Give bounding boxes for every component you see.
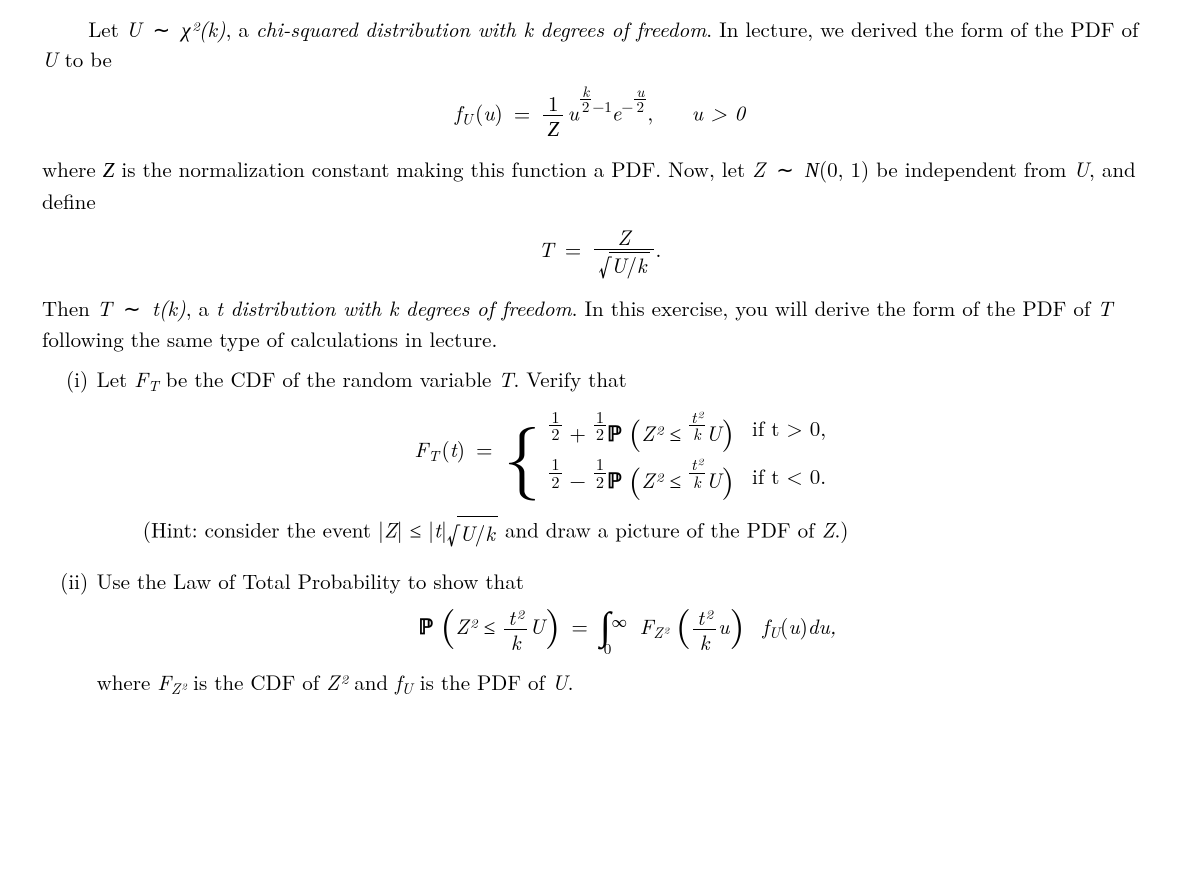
case-cond: if t < 0. [748,452,840,500]
text: following the same type of calculations … [42,324,497,354]
FT-sym: F [134,364,148,394]
text: where [97,667,158,697]
text: , a [226,14,256,44]
part-i: Let FT be the CDF of the random variable… [97,364,1158,552]
text: (Hint: consider the event [143,514,378,544]
neg: − [621,96,633,117]
text: where [42,154,103,184]
frac-k-2: k2 [580,85,592,115]
text: . In lecture, we derived the form of the… [706,14,1138,44]
frac-t2-k: t²k [693,606,716,653]
var-T: T [539,234,554,264]
text: is the normalization constant making thi… [114,154,752,184]
text: and draw a picture of the PDF of [498,514,822,544]
frac-Z-over-sqrtUk: Z √U/k [594,226,653,279]
text: is the CDF of [186,667,326,697]
text: and [347,667,395,697]
sqrt-Uk: √U/k [447,514,498,552]
chi2k: χ²(k) [181,14,225,44]
var-u: u [568,98,579,128]
text: Let [97,364,135,394]
cal-N: N [805,158,819,182]
text: . In this exercise, you will derive the … [572,293,1098,323]
para-Tdist: Then T ∼ t(k), a t distribution with k d… [42,293,1158,354]
frac-t2-k: t²k [504,606,527,653]
sym-tilde: ∼ [123,293,141,323]
eq-law-total-prob: ℙ (Z² ≤ t²kU) = ∫∞0 FZ² (t²ku) fU(u)du, [97,606,1158,653]
u-gt-0: u > 0 [692,98,745,128]
cases-brace: { 12 + 12ℙ (Z² ≤ t²kU) if t > 0, [504,405,841,500]
var-T: T [498,364,513,394]
hint: (Hint: consider the event |Z| ≤ |t|√U/k … [143,514,1158,552]
N01: (0, 1) [819,154,869,184]
para-where: where FZ² is the CDF of Z² and fU is the… [97,667,1158,697]
sub-U: U [461,108,472,129]
cal-Z: Z [103,158,115,182]
var-u: u [483,98,494,128]
cal-Z: Z [547,117,559,141]
para-normconst: where Z is the normalization constant ma… [42,154,1158,216]
text: Let [88,14,126,44]
t-dist-desc: t distribution with k degrees of freedom [216,293,572,323]
var-T: T [1097,293,1112,323]
var-U: U [42,44,58,74]
var-U: U [126,14,142,44]
chi-squared-desc: chi-squared distribution with k degrees … [256,14,706,44]
var-Z: Z [752,154,765,184]
eq-T: T = Z √U/k . [42,226,1158,279]
sym-tilde: ∼ [153,14,171,44]
var-T: T [97,293,112,323]
eq-fU: fU(u) = 1 Z uk2−1e−u2, u > 0 [42,85,1158,140]
frac-1-over-Z: 1 Z [543,92,563,140]
text: . [568,667,574,697]
eq-FT-cases: FT(t) = { 12 + 12ℙ (Z² ≤ t²kU) if t > 0, [97,405,1158,500]
text: be the CDF of the random variable [159,364,499,394]
text: to be [58,44,112,74]
text: Then [42,293,97,323]
tk: t(k) [152,293,186,323]
text: . Verify that [513,364,626,394]
case-cond: if t > 0, [748,405,840,453]
sub-T: T [148,375,159,396]
part-ii: Use the Law of Total Probability to show… [97,566,1158,698]
text: , a [186,293,216,323]
problem-parts: Let FT be the CDF of the random variable… [42,364,1158,698]
text: .) [834,514,848,544]
text: Use the Law of Total Probability to show… [97,566,524,596]
var-U: U [1073,154,1089,184]
text: is the PDF of [413,667,552,697]
text: be independent from [869,154,1073,184]
para-intro: Let U ∼ χ²(k), a chi-squared distributio… [42,14,1158,75]
minus1: −1 [592,96,611,117]
sqrt-Uk: √U/k [598,252,649,280]
frac-u-2: u2 [634,85,646,115]
sym-tilde: ∼ [776,154,794,184]
